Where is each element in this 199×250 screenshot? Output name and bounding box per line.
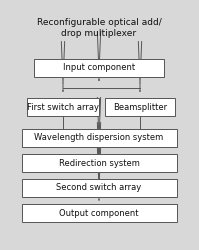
Text: Output component: Output component — [59, 208, 139, 218]
Bar — [105, 98, 175, 116]
Text: Redirection system: Redirection system — [59, 158, 139, 168]
Text: Reconfigurable optical add/
drop multiplexer: Reconfigurable optical add/ drop multipl… — [37, 18, 161, 38]
Text: Wavelength dispersion system: Wavelength dispersion system — [34, 134, 164, 142]
Text: Beamsplitter: Beamsplitter — [113, 102, 167, 112]
Bar — [21, 204, 177, 222]
Bar — [21, 129, 177, 147]
Bar — [34, 59, 164, 77]
Bar — [27, 98, 99, 116]
Text: First switch array: First switch array — [27, 102, 99, 112]
Text: Input component: Input component — [63, 64, 135, 72]
Bar — [21, 154, 177, 172]
Text: Second switch array: Second switch array — [56, 184, 142, 192]
Bar — [21, 179, 177, 197]
